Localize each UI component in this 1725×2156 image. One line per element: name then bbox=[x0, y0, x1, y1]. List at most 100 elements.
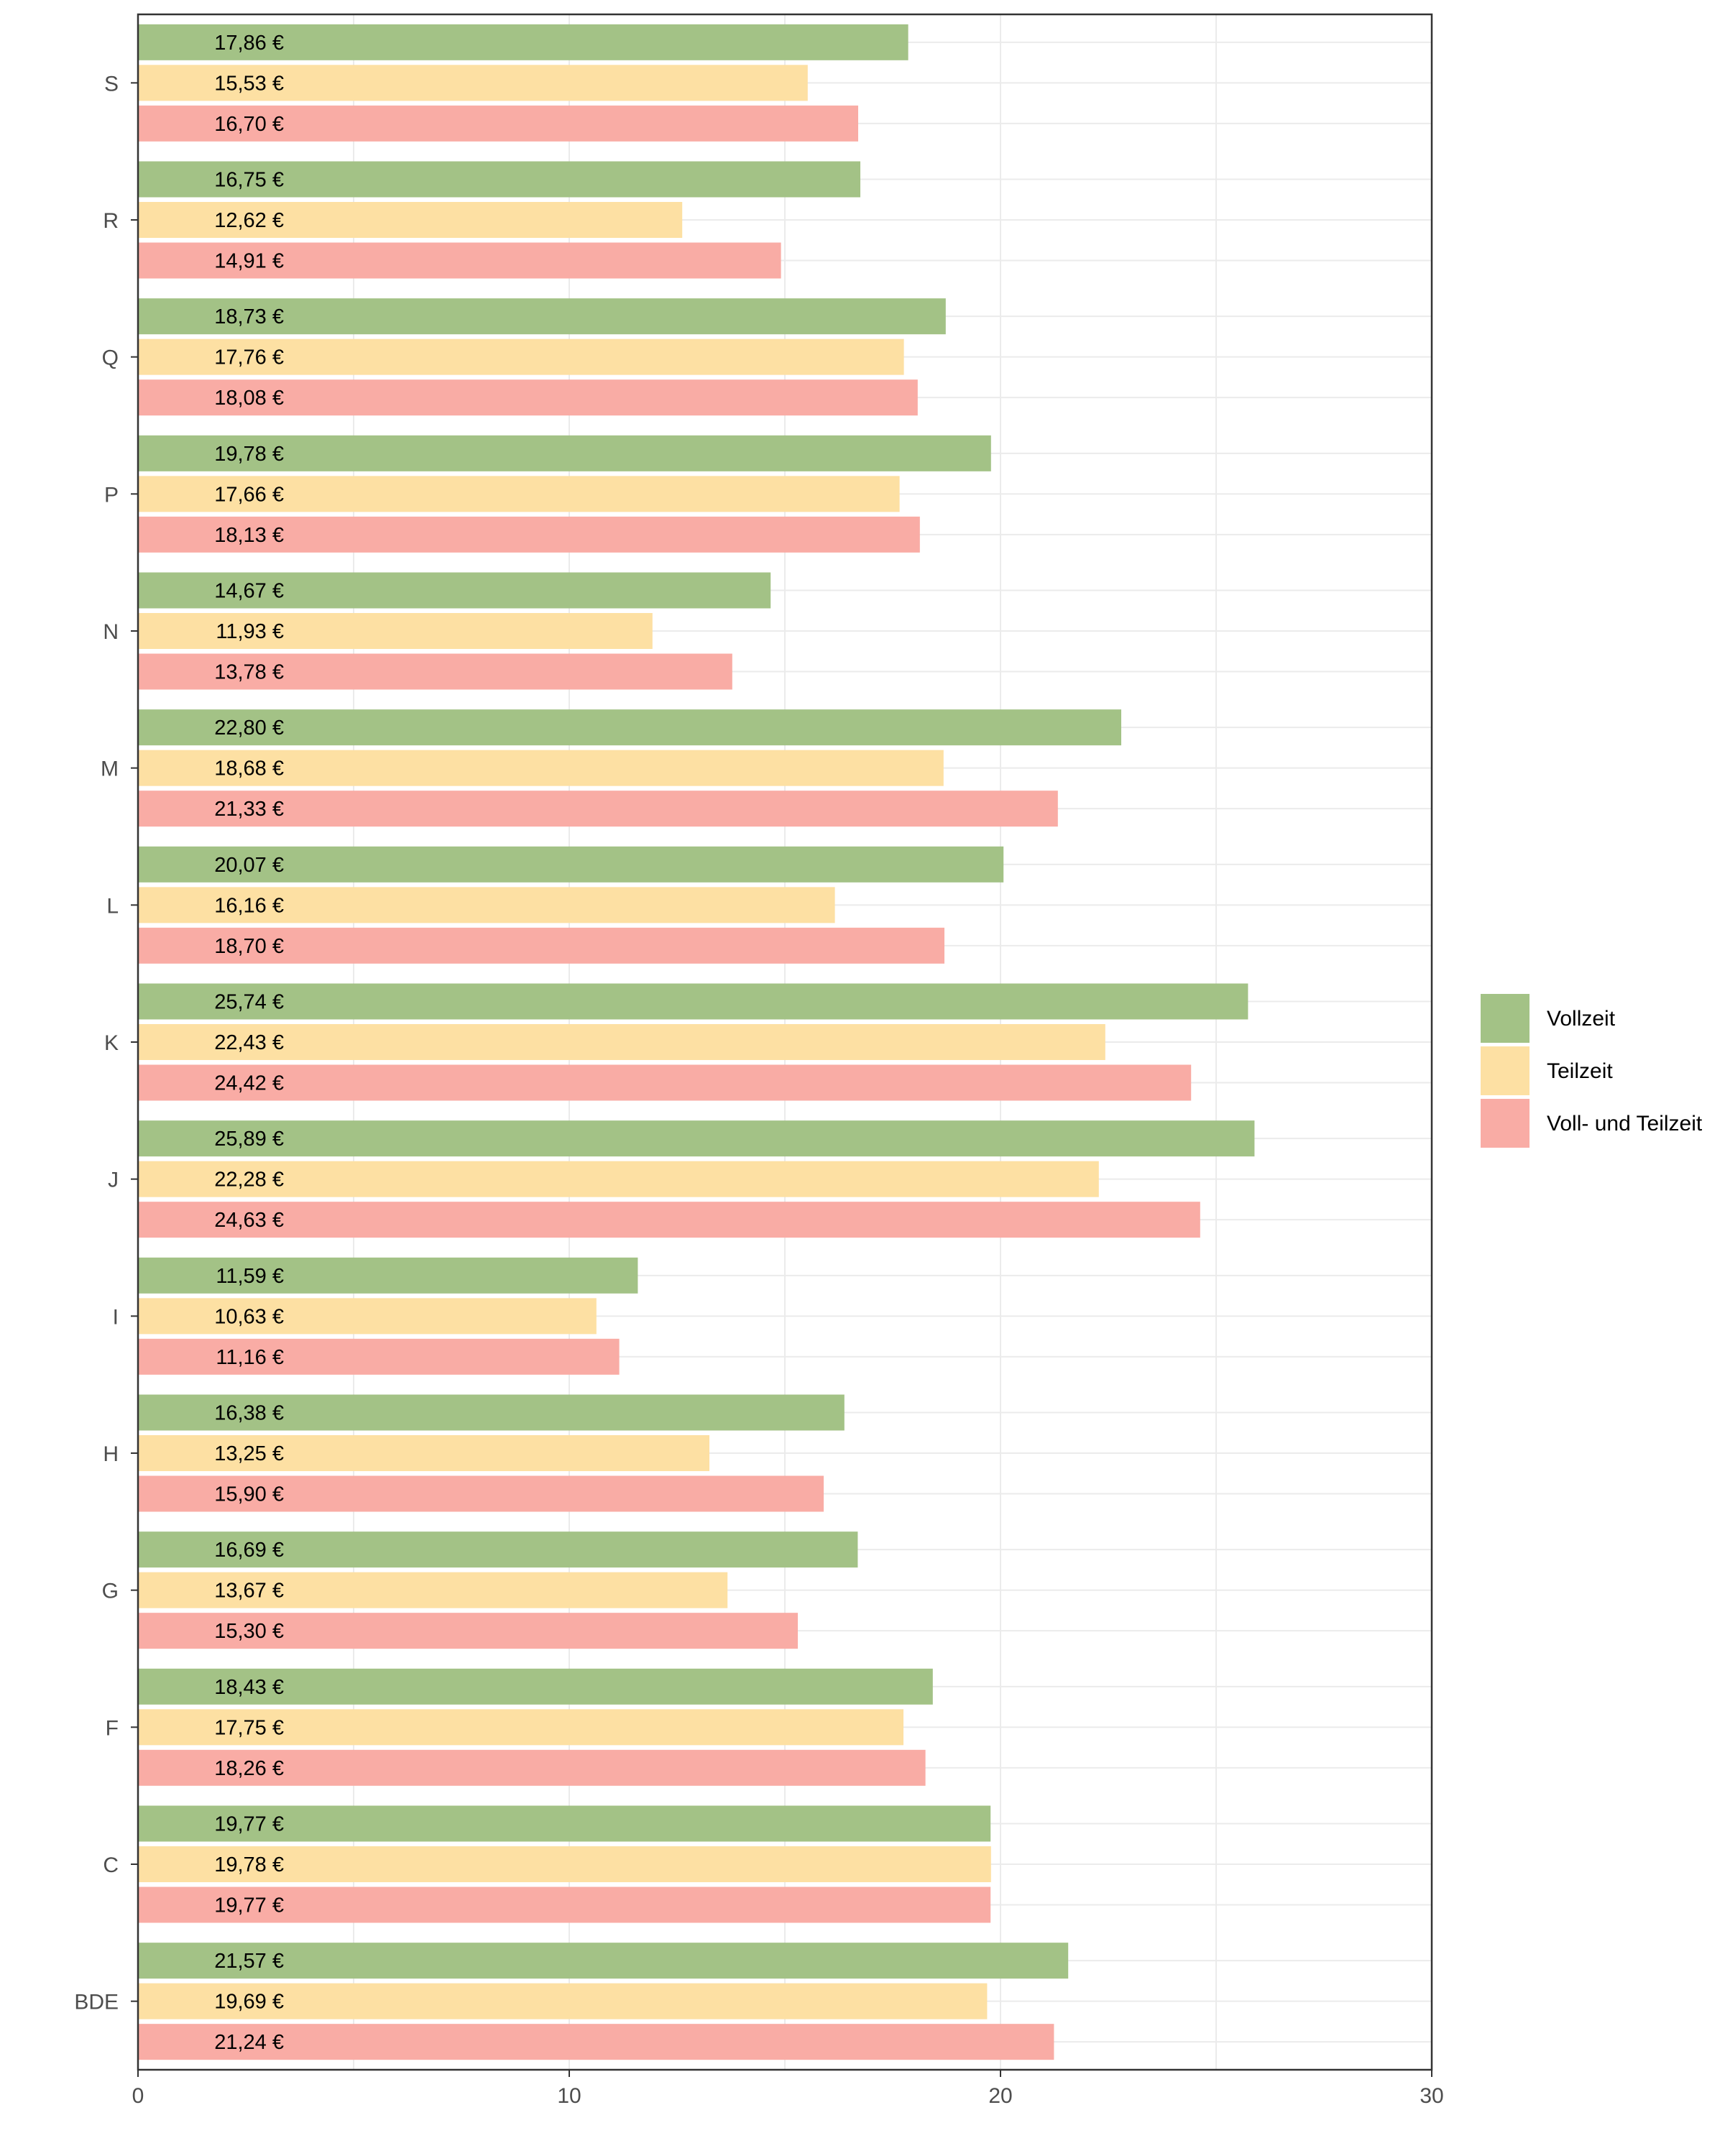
bar-value-label: 24,42 € bbox=[214, 1072, 284, 1095]
bar-i-2 bbox=[138, 1298, 597, 1335]
bar-value-label: 19,77 € bbox=[214, 1813, 284, 1836]
bar-h-2 bbox=[138, 1435, 709, 1471]
category-label: S bbox=[104, 72, 119, 96]
bar-p-3 bbox=[138, 516, 920, 553]
bar-value-label: 21,24 € bbox=[214, 2031, 284, 2054]
bar-f-2 bbox=[138, 1709, 903, 1746]
bar-value-label: 18,70 € bbox=[214, 935, 284, 958]
bar-c-2 bbox=[138, 1846, 991, 1882]
bar-bde-2 bbox=[138, 1983, 988, 2019]
bar-value-label: 13,78 € bbox=[214, 661, 284, 684]
bar-value-label: 10,63 € bbox=[214, 1305, 284, 1328]
bar-h-1 bbox=[138, 1394, 845, 1431]
bar-value-labels: 17,86 € 15,53 € 16,70 € 16,75 € 12,62 € 14,91… bbox=[214, 32, 284, 2054]
legend-label: Voll- und Teilzeit bbox=[1547, 1112, 1703, 1135]
legend-key-3 bbox=[1481, 1099, 1530, 1148]
bar-value-label: 17,66 € bbox=[214, 483, 284, 506]
bar-f-1 bbox=[138, 1668, 933, 1705]
bar-value-label: 11,16 € bbox=[216, 1346, 284, 1369]
category-label: BDE bbox=[74, 1991, 119, 2014]
legend-key-1 bbox=[1481, 994, 1530, 1043]
bar-k-2 bbox=[138, 1024, 1105, 1060]
bar-n-2 bbox=[138, 613, 653, 649]
bar-value-label: 18,73 € bbox=[214, 305, 284, 328]
bar-value-label: 18,26 € bbox=[214, 1757, 284, 1780]
bar-value-label: 16,69 € bbox=[214, 1539, 284, 1562]
category-label: G bbox=[102, 1580, 119, 1603]
x-tick-label: 20 bbox=[988, 2084, 1012, 2108]
bar-c-1 bbox=[138, 1805, 991, 1842]
x-tick-label: 0 bbox=[132, 2084, 144, 2108]
bar-value-label: 15,30 € bbox=[214, 1620, 284, 1643]
bar-value-label: 19,77 € bbox=[214, 1894, 284, 1917]
bar-r-1 bbox=[138, 161, 860, 198]
bar-n-3 bbox=[138, 653, 732, 690]
bar-m-3 bbox=[138, 791, 1058, 827]
legend-label: Vollzeit bbox=[1547, 1007, 1616, 1031]
category-label: K bbox=[104, 1031, 119, 1055]
bar-p-1 bbox=[138, 435, 991, 471]
bar-h-3 bbox=[138, 1475, 824, 1512]
bar-value-label: 16,16 € bbox=[214, 894, 284, 917]
bar-q-3 bbox=[138, 379, 918, 416]
legend: Vollzeit Teilzeit Voll- und Teilzeit bbox=[1481, 994, 1703, 1148]
bar-value-label: 19,69 € bbox=[214, 1991, 284, 2014]
bar-l-3 bbox=[138, 927, 944, 964]
bar-value-label: 16,38 € bbox=[214, 1402, 284, 1425]
bar-value-label: 17,76 € bbox=[214, 346, 284, 369]
bars bbox=[138, 24, 1255, 2060]
x-tick-label: 30 bbox=[1420, 2084, 1443, 2108]
bar-j-1 bbox=[138, 1120, 1255, 1157]
category-label: J bbox=[108, 1169, 119, 1192]
bar-m-1 bbox=[138, 709, 1121, 746]
bar-bde-1 bbox=[138, 1943, 1069, 1979]
bar-i-3 bbox=[138, 1338, 620, 1375]
x-tick-label: 10 bbox=[557, 2084, 581, 2108]
bar-value-label: 11,59 € bbox=[216, 1265, 284, 1288]
bar-value-label: 18,43 € bbox=[214, 1676, 284, 1699]
bar-p-2 bbox=[138, 476, 900, 512]
bar-value-label: 22,80 € bbox=[214, 717, 284, 740]
bar-value-label: 24,63 € bbox=[214, 1209, 284, 1232]
bar-value-label: 17,75 € bbox=[214, 1716, 284, 1739]
bar-bde-3 bbox=[138, 2024, 1054, 2060]
bar-value-label: 25,89 € bbox=[214, 1128, 284, 1151]
bar-value-label: 18,68 € bbox=[214, 757, 284, 780]
bar-l-1 bbox=[138, 846, 1004, 883]
bar-f-3 bbox=[138, 1749, 926, 1786]
bar-c-3 bbox=[138, 1886, 991, 1923]
bar-l-2 bbox=[138, 887, 835, 923]
bar-r-2 bbox=[138, 202, 683, 238]
bar-s-2 bbox=[138, 65, 808, 101]
bar-value-label: 16,70 € bbox=[214, 113, 284, 136]
bar-i-1 bbox=[138, 1257, 638, 1294]
bar-g-1 bbox=[138, 1531, 858, 1568]
category-label: P bbox=[104, 483, 119, 507]
legend-label: Teilzeit bbox=[1547, 1059, 1613, 1083]
bar-s-3 bbox=[138, 105, 858, 142]
bar-value-label: 20,07 € bbox=[214, 854, 284, 877]
bar-q-2 bbox=[138, 338, 904, 375]
bar-value-label: 19,78 € bbox=[214, 443, 284, 466]
category-label: Q bbox=[102, 346, 119, 370]
bar-value-label: 18,13 € bbox=[214, 524, 284, 547]
category-label: C bbox=[103, 1853, 119, 1877]
bar-value-label: 13,25 € bbox=[214, 1442, 284, 1465]
category-label: M bbox=[101, 757, 119, 781]
bar-value-label: 18,08 € bbox=[214, 387, 284, 410]
bar-value-label: 11,93 € bbox=[216, 620, 284, 643]
bar-value-label: 14,91 € bbox=[214, 250, 284, 273]
bar-value-label: 22,28 € bbox=[214, 1169, 284, 1192]
category-label: H bbox=[103, 1442, 119, 1466]
bar-s-1 bbox=[138, 24, 908, 60]
bar-value-label: 13,67 € bbox=[214, 1580, 284, 1603]
bar-j-3 bbox=[138, 1202, 1200, 1238]
bar-value-label: 21,33 € bbox=[214, 798, 284, 821]
bar-value-label: 22,43 € bbox=[214, 1031, 284, 1054]
bar-q-1 bbox=[138, 298, 946, 335]
bar-r-3 bbox=[138, 242, 781, 279]
bar-value-label: 15,90 € bbox=[214, 1483, 284, 1506]
category-label: L bbox=[106, 894, 119, 918]
bar-k-1 bbox=[138, 983, 1248, 1020]
